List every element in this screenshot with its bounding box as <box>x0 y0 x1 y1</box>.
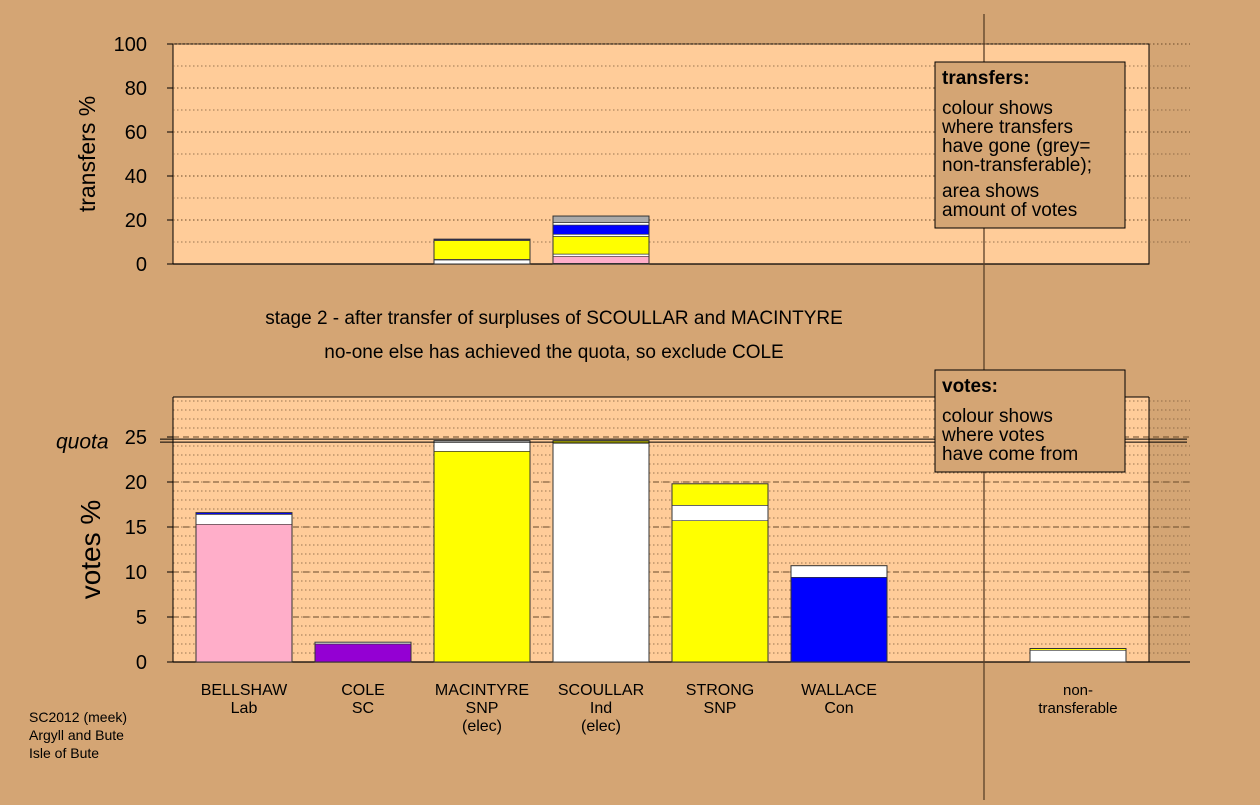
category-label: non- <box>1063 682 1093 699</box>
transfers-legend-line: non-transferable); <box>942 155 1092 176</box>
category-label: SNP <box>704 700 737 717</box>
votes-bar-segment <box>196 524 292 662</box>
transfers-bar-segment <box>434 260 530 264</box>
transfers-y-tick-label: 20 <box>125 210 147 232</box>
transfers-y-tick-label: 60 <box>125 122 147 144</box>
transfers-legend-line: where transfers <box>941 117 1073 138</box>
votes-bar-segment <box>196 514 292 525</box>
transfers-y-tick-label: 0 <box>136 254 147 276</box>
votes-y-tick-label: 20 <box>125 472 147 494</box>
votes-bar-segment <box>553 443 649 662</box>
transfers-y-tick-label: 40 <box>125 166 147 188</box>
votes-bar-segment <box>434 440 530 452</box>
transfers-legend-line: have gone (grey= <box>942 136 1090 157</box>
votes-bar-segment <box>791 565 887 578</box>
transfers-bar-segment <box>553 222 649 226</box>
category-label: (elec) <box>462 718 502 735</box>
votes-legend-line: have come from <box>942 444 1078 465</box>
transfers-bar-segment <box>434 240 530 260</box>
votes-bar-outline <box>1029 648 1127 663</box>
votes-bar-outline <box>314 641 412 663</box>
category-label: Con <box>824 700 853 717</box>
votes-bar-segment <box>196 512 292 515</box>
votes-bar-outline <box>552 440 650 663</box>
stage-subtitle: no-one else has achieved the quota, so e… <box>324 342 783 363</box>
footer-line: Argyll and Bute <box>29 727 124 743</box>
transfers-legend-title: transfers: <box>942 68 1030 89</box>
votes-bar-segment <box>791 577 887 662</box>
votes-bar-outline <box>671 483 769 663</box>
votes-legend-line: colour shows <box>942 406 1053 427</box>
category-label: STRONG <box>686 682 754 699</box>
category-label: COLE <box>341 682 385 699</box>
votes-plot-area <box>172 436 1150 663</box>
transfers-legend: transfers: colour shows where transfers … <box>934 61 1126 229</box>
votes-bar-segment <box>672 520 768 662</box>
transfers-bar-segment <box>553 236 649 255</box>
category-label: SCOULLAR <box>558 682 644 699</box>
votes-legend-line: where votes <box>941 425 1044 446</box>
votes-bar-segment <box>1030 648 1126 651</box>
votes-bar-segment <box>672 505 768 521</box>
transfers-bar-segment <box>553 256 649 264</box>
votes-legend: votes: colour shows where votes have com… <box>934 369 1126 473</box>
footer-line: Isle of Bute <box>29 745 99 761</box>
category-label: BELLSHAW <box>201 682 288 699</box>
transfers-legend-line: amount of votes <box>942 200 1077 221</box>
category-label: WALLACE <box>801 682 877 699</box>
votes-bar-segment <box>315 642 411 644</box>
transfers-legend-line: area shows <box>942 181 1039 202</box>
votes-bar-segment <box>672 483 768 506</box>
transfers-bar-segment <box>553 216 649 223</box>
votes-y-tick-label: 10 <box>125 562 147 584</box>
transfers-legend-box <box>934 61 1126 229</box>
stage-title: stage 2 - after transfer of surpluses of… <box>265 308 843 329</box>
category-label: Lab <box>231 700 258 717</box>
transfers-bar-outline <box>552 215 650 265</box>
transfers-bar-segment <box>553 234 649 237</box>
votes-bar-outline <box>433 440 531 663</box>
votes-bar-segment <box>434 451 530 662</box>
category-label: Ind <box>590 700 612 717</box>
votes-bar-segment <box>315 644 411 662</box>
votes-y-tick-label: 0 <box>136 652 147 674</box>
transfers-y-axis-label: transfers % <box>74 96 100 212</box>
transfers-bar-segment <box>553 225 649 235</box>
votes-legend-box <box>934 369 1126 473</box>
transfers-y-tick-label: 100 <box>114 34 147 56</box>
category-label: SNP <box>466 700 499 717</box>
votes-y-axis-label: votes % <box>75 500 106 600</box>
transfers-bar-outline <box>433 238 531 265</box>
category-label: transferable <box>1038 700 1117 717</box>
votes-bar-outline <box>195 512 293 663</box>
transfers-bar-segment <box>553 254 649 257</box>
votes-bar-segment <box>1030 650 1126 662</box>
category-label: MACINTYRE <box>435 682 529 699</box>
transfers-y-tick-label: 80 <box>125 78 147 100</box>
votes-y-tick-label: 25 <box>125 427 147 449</box>
quota-label: quota <box>56 431 109 454</box>
category-label: SC <box>352 700 374 717</box>
votes-bar-outline <box>790 565 888 663</box>
footer-line: SC2012 (meek) <box>29 709 127 725</box>
transfers-legend-line: colour shows <box>942 98 1053 119</box>
category-label: (elec) <box>581 718 621 735</box>
votes-y-tick-label: 5 <box>136 607 147 629</box>
votes-y-tick-label: 15 <box>125 517 147 539</box>
votes-legend-title: votes: <box>942 376 998 397</box>
